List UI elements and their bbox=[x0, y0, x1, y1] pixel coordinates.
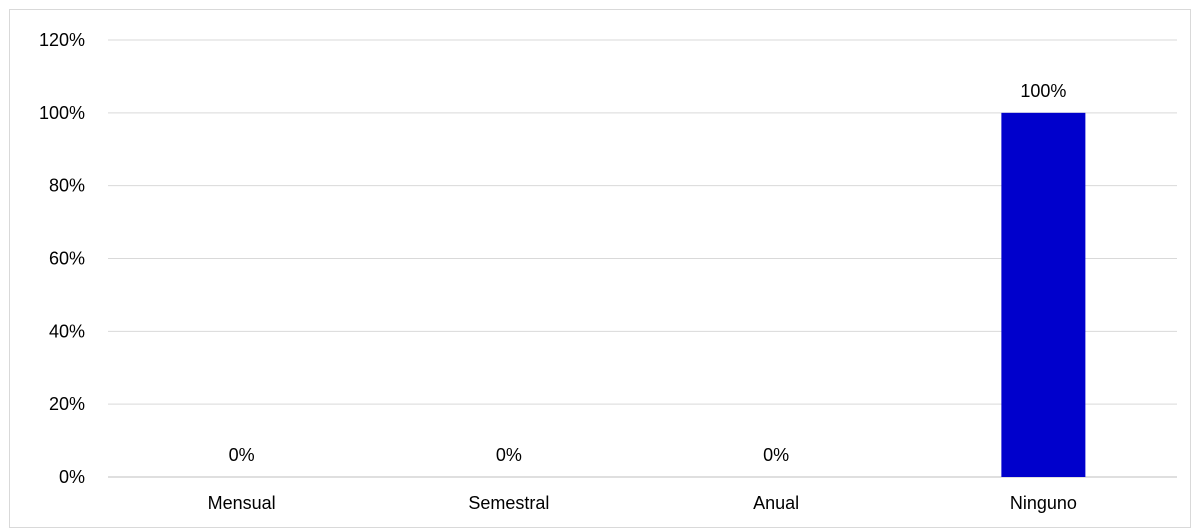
y-tick-label: 80% bbox=[49, 176, 85, 196]
category-label: Ninguno bbox=[1010, 493, 1077, 513]
data-label: 0% bbox=[229, 445, 255, 465]
category-label: Mensual bbox=[208, 493, 276, 513]
gridlines bbox=[108, 39, 1177, 478]
data-label: 0% bbox=[763, 445, 789, 465]
y-tick-label: 20% bbox=[49, 394, 85, 414]
y-tick-label: 120% bbox=[39, 30, 85, 50]
data-label: 0% bbox=[496, 445, 522, 465]
bar-ninguno bbox=[1001, 112, 1086, 477]
chart-frame bbox=[9, 9, 1191, 528]
y-tick-label: 100% bbox=[39, 103, 85, 123]
y-tick-label: 40% bbox=[49, 321, 85, 341]
labels: 0% 20% 40% 60% 80% 100% 120% 0% Mensual 0% Semestr… bbox=[39, 30, 1077, 513]
y-tick-label: 0% bbox=[59, 467, 85, 487]
bars bbox=[1001, 112, 1086, 477]
category-label: Semestral bbox=[468, 493, 549, 513]
category-label: Anual bbox=[753, 493, 799, 513]
y-tick-label: 60% bbox=[49, 249, 85, 269]
data-label: 100% bbox=[1020, 81, 1066, 101]
